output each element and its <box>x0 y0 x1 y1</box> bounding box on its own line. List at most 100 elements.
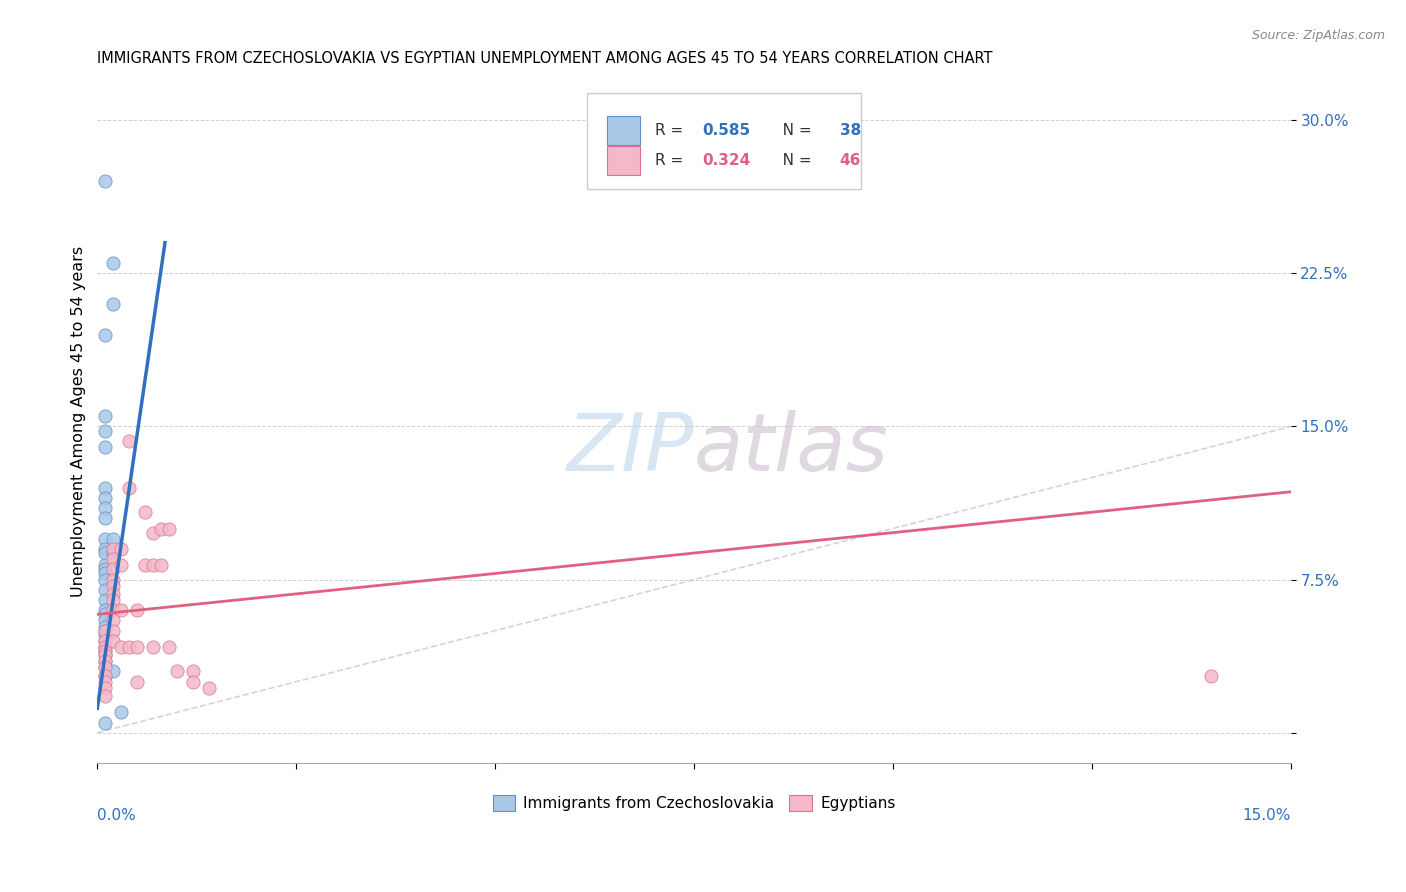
Point <box>94 633 117 648</box>
Point <box>94 558 117 573</box>
Text: R =: R = <box>655 153 688 168</box>
Point <box>110 558 132 573</box>
Point <box>110 706 132 720</box>
Point <box>118 434 141 448</box>
Point <box>103 552 125 566</box>
Point <box>157 522 180 536</box>
Point <box>118 640 141 654</box>
Point <box>197 681 219 695</box>
Point <box>118 481 141 495</box>
Point <box>166 665 188 679</box>
Point <box>142 558 165 573</box>
Point <box>103 614 125 628</box>
Point <box>94 660 117 674</box>
Text: 38: 38 <box>839 123 860 137</box>
Text: atlas: atlas <box>695 409 889 488</box>
FancyBboxPatch shape <box>607 146 640 175</box>
Point <box>94 562 117 576</box>
Text: 0.585: 0.585 <box>703 123 751 137</box>
Point <box>94 603 117 617</box>
Point <box>103 546 125 560</box>
Point <box>94 668 117 682</box>
Point <box>94 660 117 674</box>
Point <box>94 593 117 607</box>
Point <box>94 624 117 638</box>
Point <box>94 633 117 648</box>
FancyBboxPatch shape <box>607 116 640 145</box>
Point <box>94 501 117 516</box>
Point <box>94 440 117 454</box>
Point <box>150 558 173 573</box>
Point <box>157 640 180 654</box>
Point <box>127 640 149 654</box>
Point <box>94 648 117 662</box>
Point <box>94 624 117 638</box>
Point <box>94 644 117 658</box>
Point <box>181 665 204 679</box>
Point <box>103 573 125 587</box>
Point <box>103 587 125 601</box>
Point <box>94 619 117 633</box>
Point <box>94 566 117 581</box>
Text: 0.0%: 0.0% <box>97 808 136 823</box>
Point <box>110 541 132 556</box>
Text: ZIP: ZIP <box>567 409 695 488</box>
Point <box>94 511 117 525</box>
Point <box>94 614 117 628</box>
Point <box>94 689 117 703</box>
Point <box>150 522 173 536</box>
Point <box>103 532 125 546</box>
Text: 0.324: 0.324 <box>703 153 751 168</box>
Point <box>110 603 132 617</box>
Point <box>94 424 117 438</box>
Point <box>94 648 117 662</box>
Text: R =: R = <box>655 123 688 137</box>
Point <box>103 633 125 648</box>
Point <box>134 505 156 519</box>
Point <box>94 640 117 654</box>
Y-axis label: Unemployment Among Ages 45 to 54 years: Unemployment Among Ages 45 to 54 years <box>72 246 86 597</box>
Point <box>94 668 117 682</box>
Point <box>94 628 117 642</box>
Point <box>103 593 125 607</box>
Point <box>103 256 125 270</box>
Point <box>94 654 117 668</box>
Point <box>94 327 117 342</box>
Point <box>94 532 117 546</box>
Text: N =: N = <box>768 153 817 168</box>
Text: Source: ZipAtlas.com: Source: ZipAtlas.com <box>1251 29 1385 42</box>
Point <box>103 297 125 311</box>
Point <box>142 525 165 540</box>
Text: 15.0%: 15.0% <box>1243 808 1291 823</box>
Point <box>127 674 149 689</box>
Text: 46: 46 <box>839 153 860 168</box>
Point <box>127 603 149 617</box>
Point <box>94 409 117 424</box>
Point <box>94 582 117 597</box>
Text: IMMIGRANTS FROM CZECHOSLOVAKIA VS EGYPTIAN UNEMPLOYMENT AMONG AGES 45 TO 54 YEAR: IMMIGRANTS FROM CZECHOSLOVAKIA VS EGYPTI… <box>97 51 993 66</box>
Point <box>103 665 125 679</box>
Point <box>103 541 125 556</box>
Point <box>94 644 117 658</box>
Point <box>94 654 117 668</box>
Point <box>142 640 165 654</box>
Point <box>103 562 125 576</box>
Point <box>94 681 117 695</box>
FancyBboxPatch shape <box>586 93 860 189</box>
Point <box>103 603 125 617</box>
Point <box>110 640 132 654</box>
Point <box>103 579 125 593</box>
Point <box>94 174 117 188</box>
Point <box>94 674 117 689</box>
Point <box>94 546 117 560</box>
Point <box>103 624 125 638</box>
Point <box>94 491 117 505</box>
Point <box>94 541 117 556</box>
Point <box>1199 668 1222 682</box>
Point <box>94 481 117 495</box>
Point <box>181 674 204 689</box>
Point <box>94 607 117 622</box>
Point <box>94 573 117 587</box>
Point <box>94 715 117 730</box>
Text: N =: N = <box>768 123 817 137</box>
